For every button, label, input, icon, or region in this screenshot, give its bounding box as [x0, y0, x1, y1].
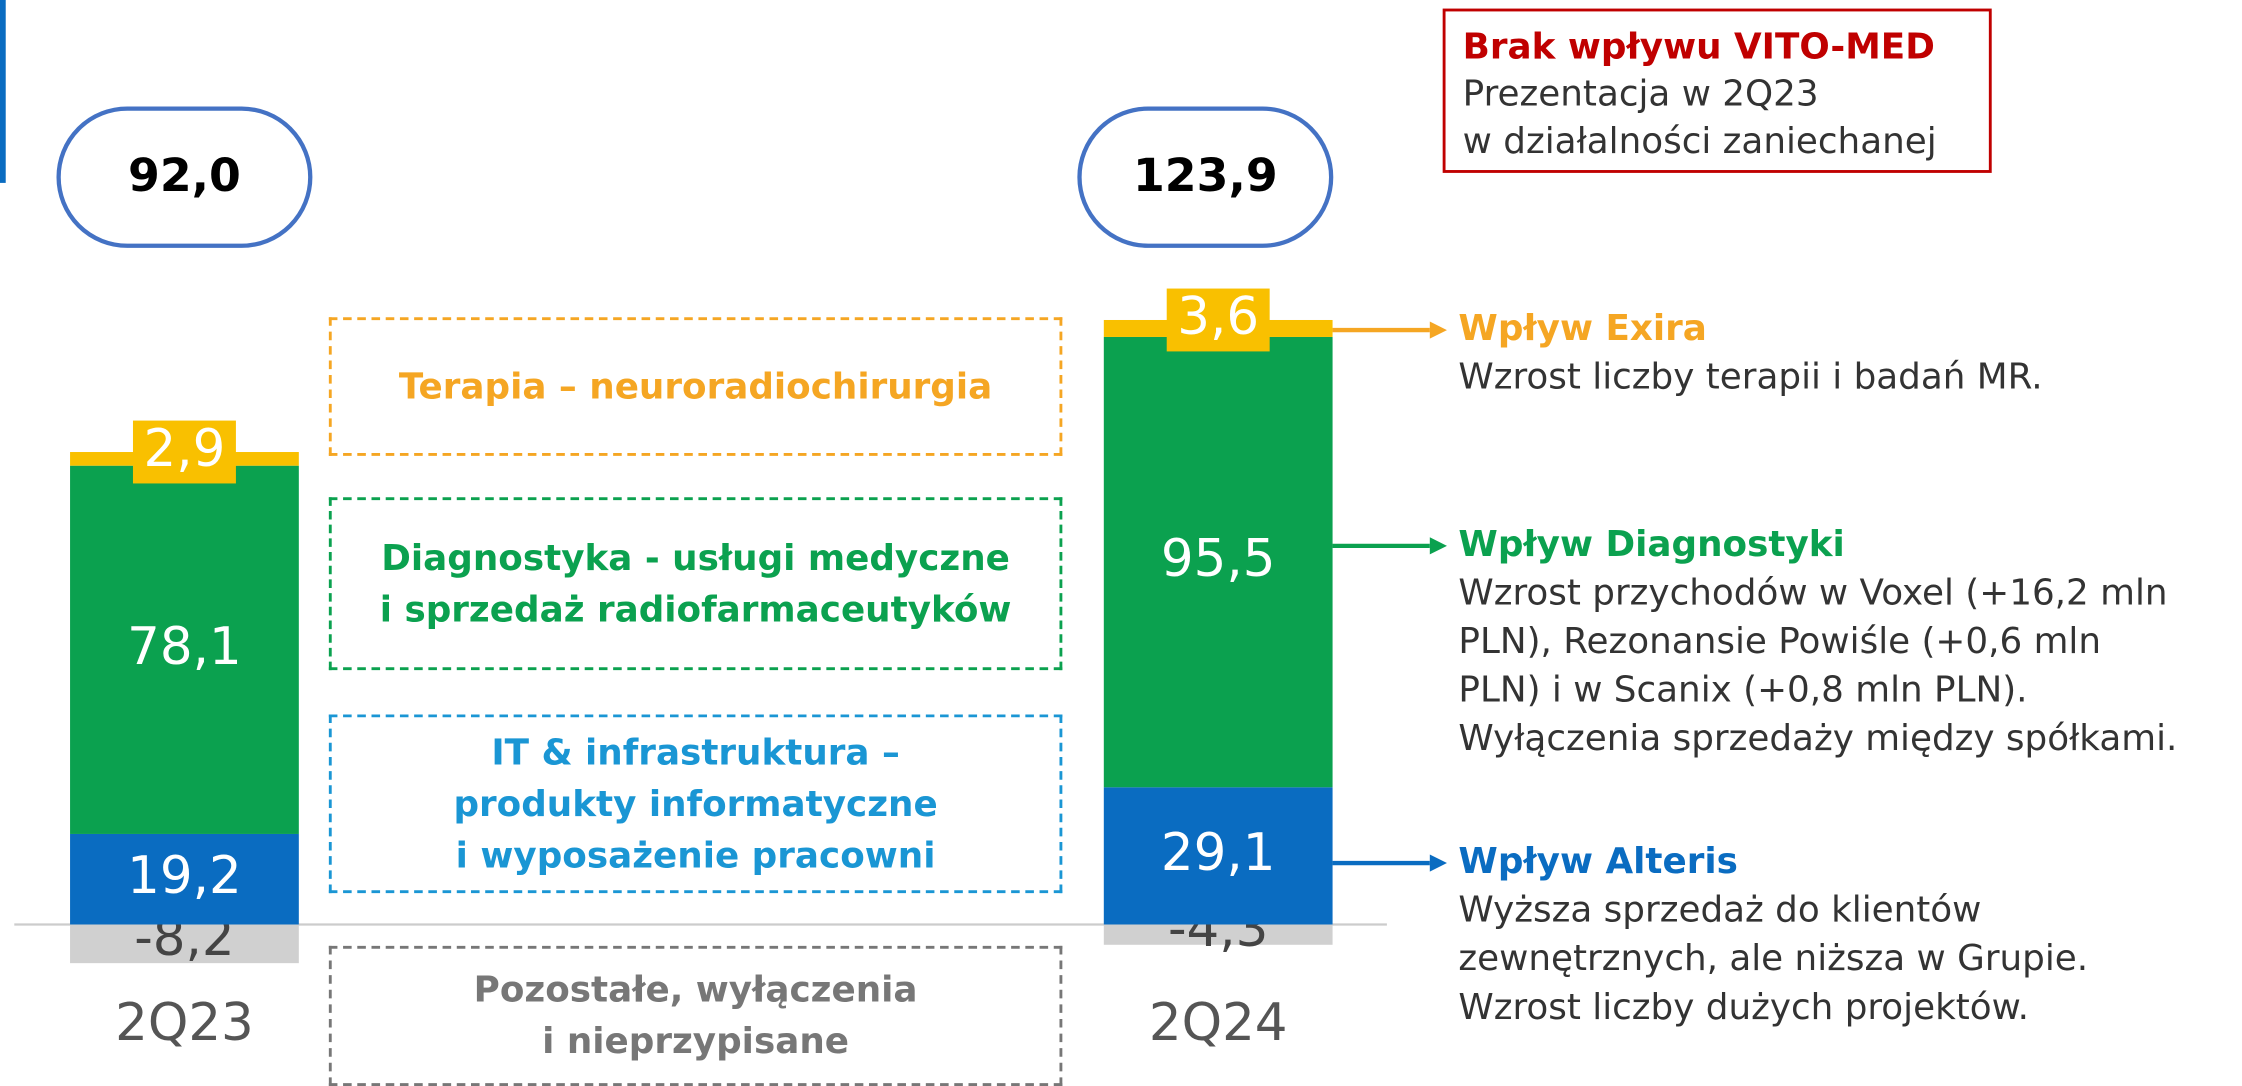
- value-label: 3,6: [1177, 287, 1259, 347]
- value-label: 95,5: [1161, 529, 1276, 589]
- annotation-title: Wpływ Diagnostyki: [1458, 522, 1845, 565]
- annotation: Wpływ Diagnostyki Wzrost przychodów w Vox…: [1458, 520, 2177, 763]
- note-title: Brak wpływu VITO-MED: [1462, 25, 1935, 68]
- total-pill: [56, 106, 313, 248]
- value-label: 78,1: [127, 617, 242, 677]
- legend-box: Terapia – neuroradiochirurgia: [328, 317, 1063, 456]
- annotation-text: Wyższa sprzedaż do klientów zewnętrznych…: [1458, 888, 2089, 1028]
- total-pill: [1077, 106, 1334, 248]
- legend-box: IT & infrastruktura – produkty informaty…: [328, 714, 1063, 894]
- arrow-head: [1429, 321, 1447, 339]
- bar-segment: [70, 465, 299, 834]
- arrow-head: [1429, 854, 1447, 872]
- total-label: 123,9: [1133, 149, 1278, 202]
- label-bg: [1166, 288, 1270, 352]
- bar-segment: [1103, 336, 1333, 788]
- annotation-text: Wzrost liczby terapii i badań MR.: [1458, 355, 2043, 398]
- label-bg: [132, 420, 236, 484]
- x-tick-label: 2Q23: [115, 993, 254, 1053]
- value-label: 19,2: [127, 846, 242, 906]
- annotation-title: Wpływ Alteris: [1458, 840, 1738, 882]
- bar-segment: [1103, 787, 1333, 925]
- edge-accent: [0, 0, 6, 183]
- legend-box: Pozostałe, wyłączenia i nieprzypisane: [328, 945, 1063, 1086]
- x-tick-label: 2Q24: [1149, 993, 1288, 1053]
- note: Brak wpływu VITO-MED Prezentacja w 2Q23 w…: [1442, 8, 1992, 173]
- arrow-head: [1429, 537, 1447, 555]
- total-label: 92,0: [128, 149, 241, 202]
- annotation-title: Wpływ Exira: [1458, 307, 1707, 349]
- note-text: Prezentacja w 2Q23 w działalności zaniec…: [1462, 72, 1937, 162]
- annotation: Wpływ Exira Wzrost liczby terapii i badań…: [1458, 304, 2042, 401]
- legend-box: Diagnostyka - usługi medyczne i sprzedaż…: [328, 497, 1063, 671]
- bar-segment: [1103, 924, 1333, 945]
- bar-segment: [70, 833, 299, 925]
- value-label: 29,1: [1161, 823, 1276, 883]
- annotation: Wpływ Alteris Wyższa sprzedaż do klientów…: [1458, 837, 2088, 1031]
- value-label: 2,9: [144, 419, 226, 479]
- annotation-text: Wzrost przychodów w Voxel (+16,2 mln PLN…: [1458, 571, 2178, 759]
- bar-segment: [70, 924, 299, 964]
